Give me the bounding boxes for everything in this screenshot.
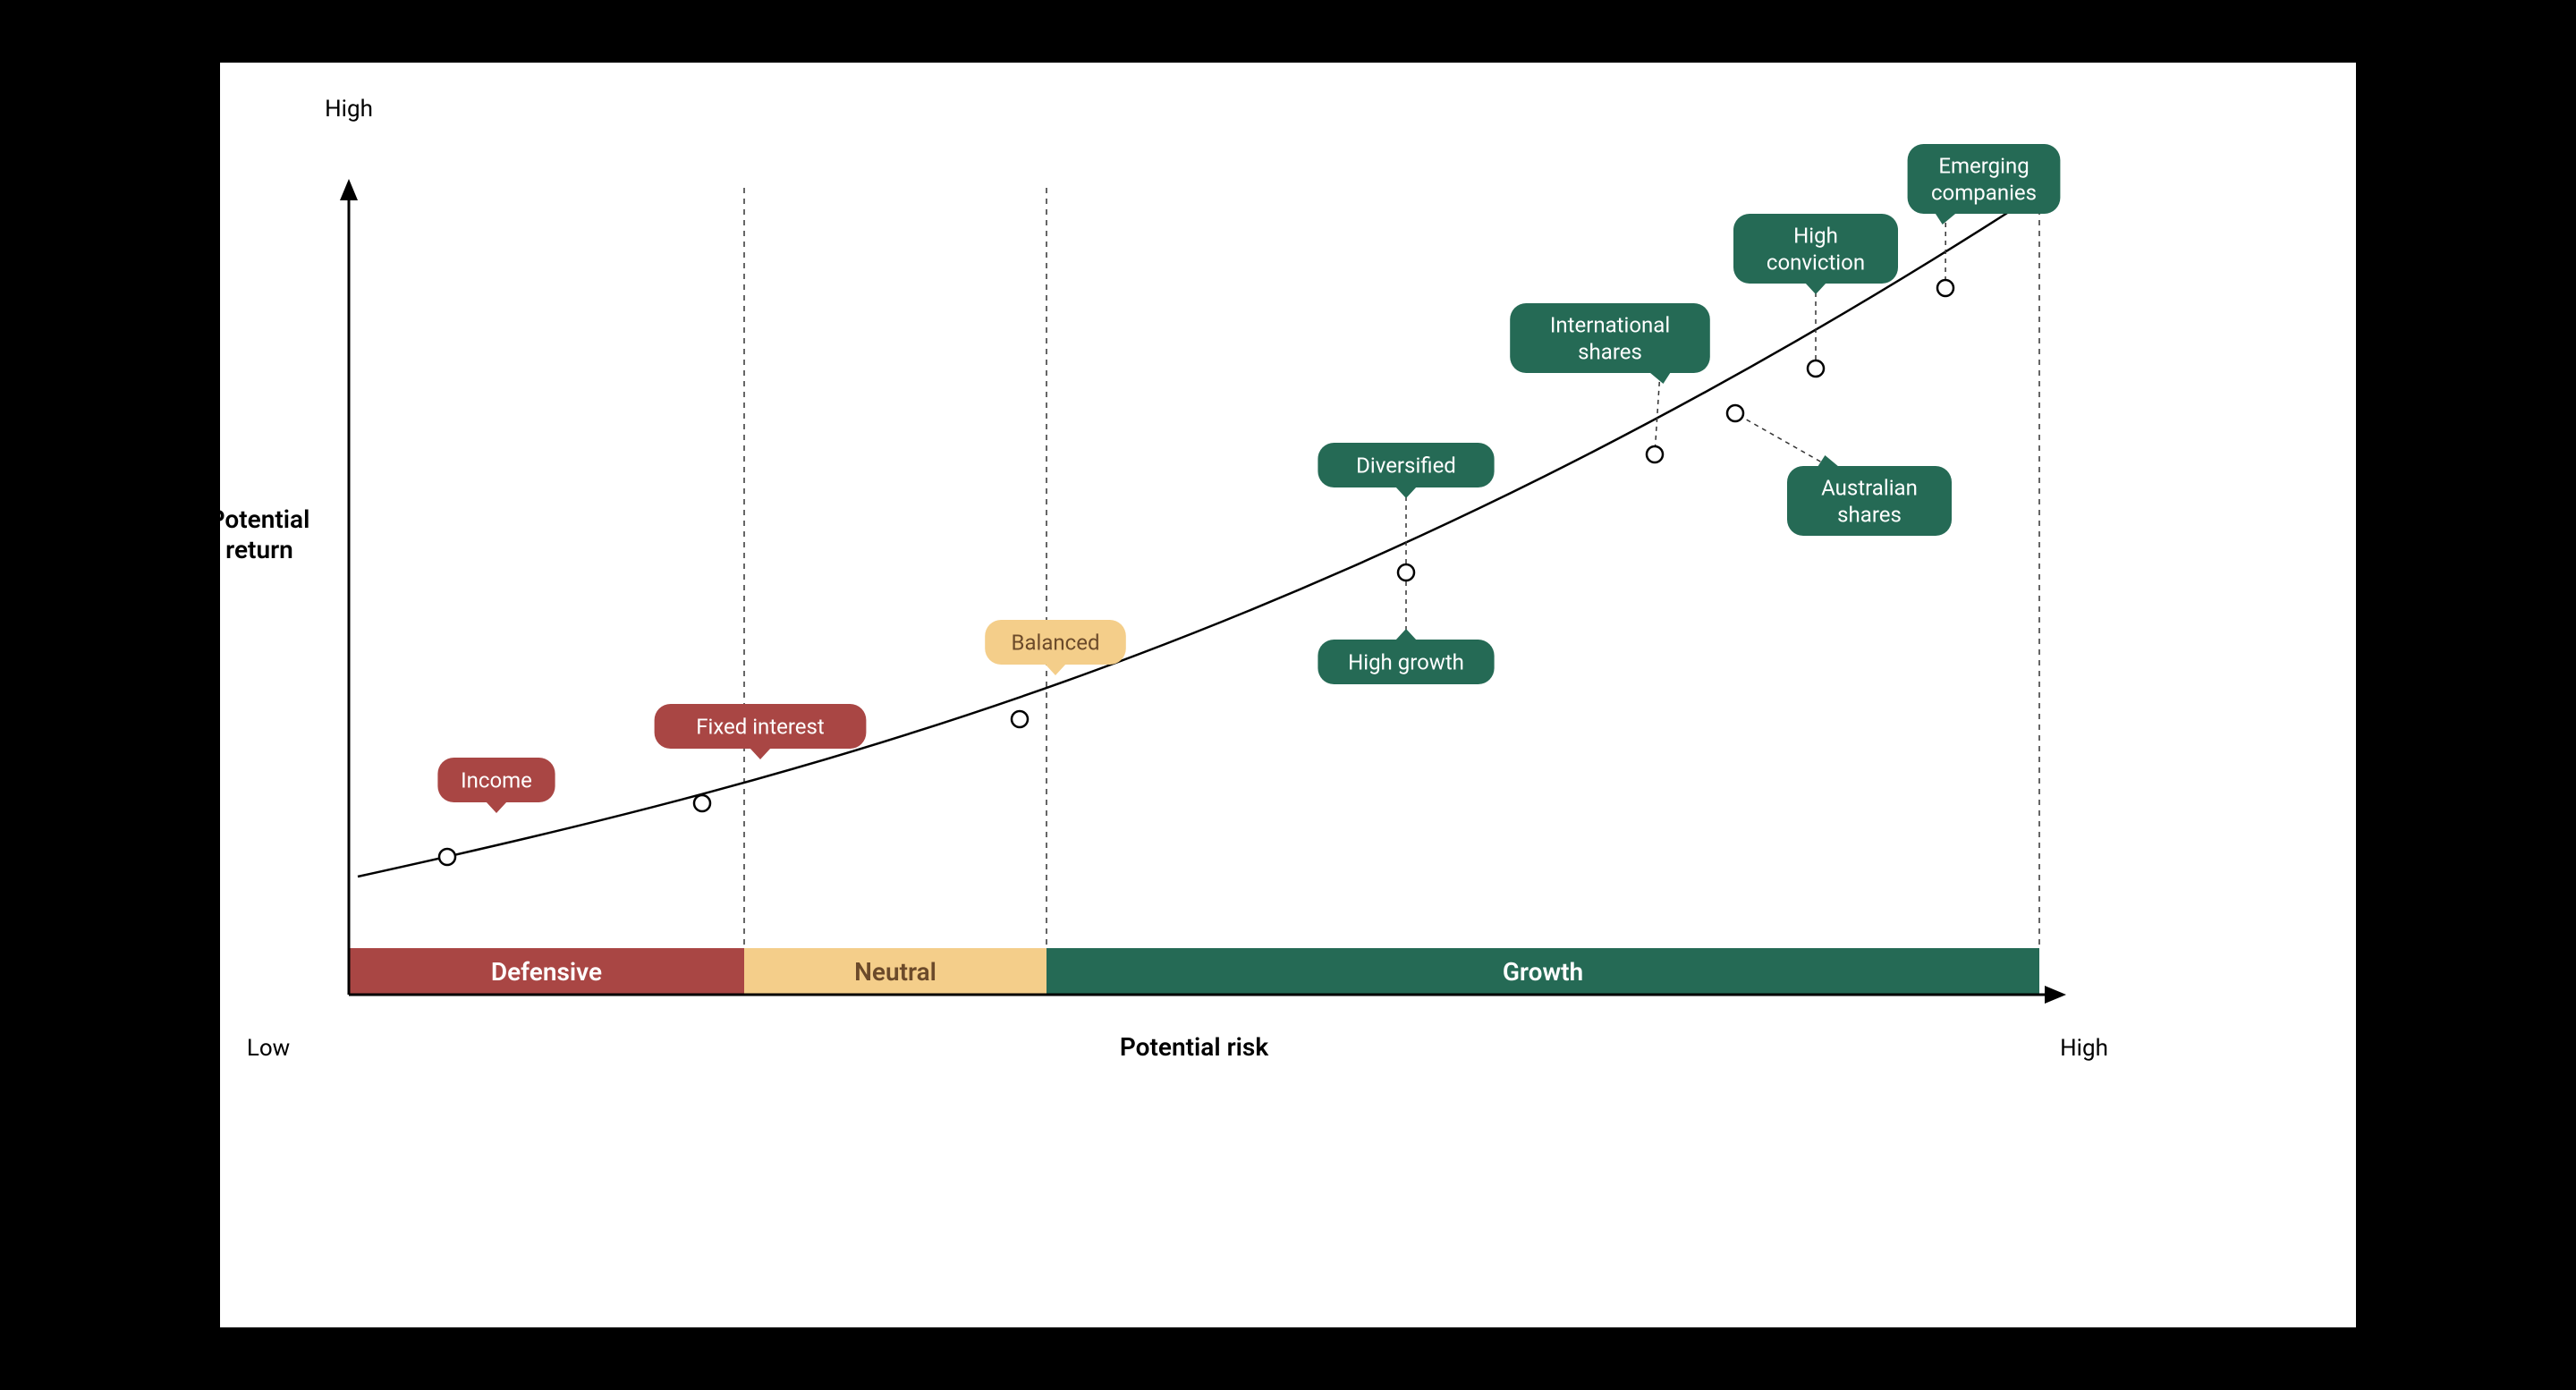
pill-label: shares: [1578, 339, 1642, 364]
category-band-label: Neutral: [854, 957, 936, 987]
pill-connector: [1655, 373, 1660, 454]
pill-label: Emerging: [1938, 153, 2029, 178]
marker-diversified-highgrowth: [1398, 564, 1414, 581]
pill-tail: [750, 748, 771, 759]
category-band-label: Defensive: [491, 957, 602, 987]
marker-emerging-companies: [1937, 280, 1953, 296]
pill-label: companies: [1931, 180, 2037, 205]
marker-balanced: [1012, 711, 1028, 727]
pill-connector: [1735, 413, 1828, 466]
pill-label: International: [1550, 312, 1670, 337]
pill-label: Balanced: [1012, 630, 1100, 655]
pill-diversified-highgrowth-above: Diversified: [1318, 443, 1494, 572]
pill-tail: [1395, 629, 1417, 640]
y-axis-title: Potential: [220, 504, 309, 534]
pill-label: Diversified: [1356, 453, 1456, 478]
pill-label: shares: [1837, 502, 1902, 527]
pill-high-conviction: Highconviction: [1733, 214, 1898, 369]
marker-income: [439, 849, 455, 865]
pill-emerging-companies: Emergingcompanies: [1908, 144, 2061, 288]
y-axis-high-label: High: [325, 96, 373, 123]
pill-income: Income: [437, 758, 555, 813]
y-axis-title-2: return: [225, 535, 293, 564]
chart-card: Defensive Neutral Growth High Potentialretur…: [220, 63, 2356, 1327]
pill-international-shares: Internationalshares: [1510, 303, 1710, 454]
pill-tail: [486, 801, 507, 813]
pill-label: Income: [461, 767, 532, 792]
y-axis-arrow: [340, 179, 358, 200]
risk-return-curve: [358, 192, 2039, 877]
page-background: Defensive Neutral Growth High Potentialretur…: [0, 0, 2576, 1390]
category-band-label: Growth: [1503, 957, 1583, 987]
pill-label: Fixed interest: [696, 714, 825, 739]
pill-diversified-highgrowth-below: High growth: [1318, 572, 1494, 684]
x-axis-low-label: Low: [247, 1035, 290, 1062]
x-axis-arrow: [2045, 986, 2066, 1004]
pill-fixed-interest: Fixed interest: [655, 704, 867, 759]
pill-label: High: [1793, 223, 1838, 248]
marker-high-conviction: [1808, 360, 1824, 377]
pill-tail: [1395, 487, 1417, 498]
pill-label: High growth: [1348, 649, 1464, 674]
risk-return-chart: Defensive Neutral Growth High Potentialretur…: [220, 63, 2356, 1327]
marker-international-shares: [1647, 446, 1663, 462]
pill-tail: [1045, 664, 1066, 675]
marker-australian-shares: [1727, 405, 1743, 421]
pill-label: conviction: [1767, 250, 1865, 275]
pill-label: Australian: [1821, 475, 1918, 500]
x-axis-high-label: High: [2060, 1035, 2108, 1062]
marker-fixed-interest: [694, 795, 710, 811]
pill-tail: [1805, 283, 1826, 294]
pill-australian-shares: Australianshares: [1735, 413, 1952, 536]
x-axis-title: Potential risk: [1120, 1032, 1268, 1062]
